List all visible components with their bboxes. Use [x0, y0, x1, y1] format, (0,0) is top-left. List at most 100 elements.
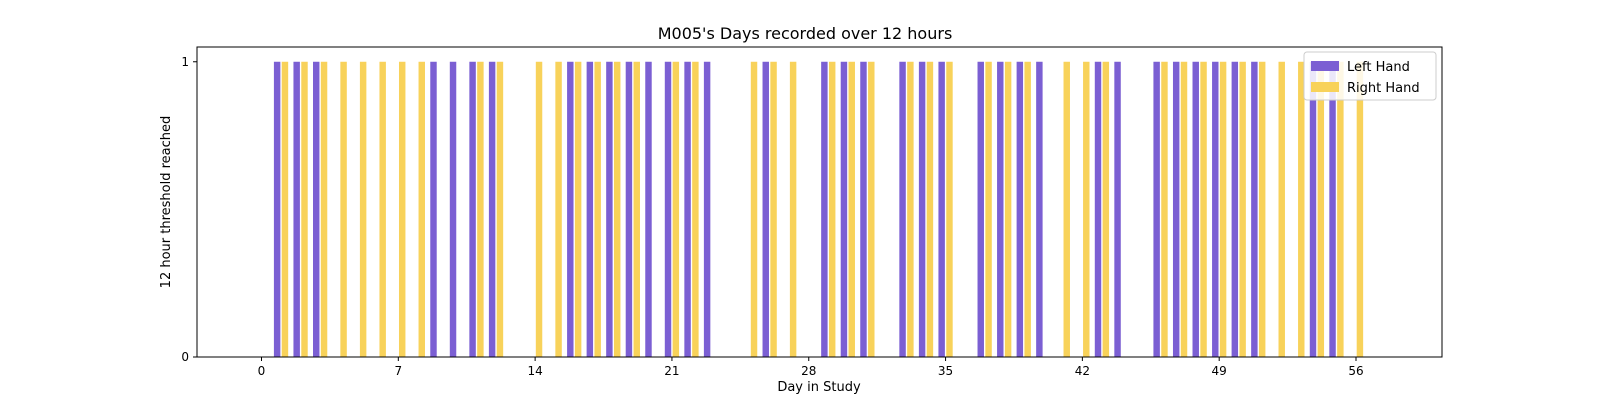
bar-left-hand-day-31 [860, 61, 867, 357]
x-tick-label: 35 [938, 364, 953, 378]
x-tick-label: 42 [1075, 364, 1090, 378]
bar-right-hand-day-31 [868, 61, 875, 357]
bar-right-hand-day-30 [848, 61, 855, 357]
bar-left-hand-day-23 [703, 61, 711, 357]
bar-right-hand-day-50 [1239, 61, 1246, 357]
x-tick-label: 28 [801, 364, 816, 378]
bar-right-hand-day-21 [672, 61, 680, 357]
bar-left-hand-day-29 [821, 61, 828, 357]
bar-right-hand-day-51 [1258, 61, 1266, 357]
x-tick-label: 21 [664, 364, 679, 378]
bar-left-hand-day-39 [1016, 61, 1024, 357]
bar-right-hand-day-35 [946, 61, 953, 357]
bar-right-hand-day-16 [574, 61, 582, 357]
bar-left-hand-day-9 [430, 61, 437, 357]
bar-left-hand-day-48 [1192, 61, 1199, 357]
bar-right-hand-day-43 [1102, 61, 1110, 357]
plot-frame [196, 46, 1443, 358]
bar-left-hand-day-21 [664, 61, 672, 357]
bar-left-hand-day-34 [918, 61, 926, 357]
bar-right-hand-day-52 [1278, 61, 1285, 357]
bar-right-hand-day-7 [398, 61, 406, 357]
bar-right-hand-day-14 [535, 61, 543, 357]
bar-right-hand-day-11 [477, 61, 484, 357]
bar-right-hand-day-34 [926, 61, 934, 357]
bar-right-hand-day-48 [1200, 61, 1207, 357]
bar-right-hand-day-49 [1219, 61, 1227, 357]
legend-label-right-hand: Right Hand [1347, 81, 1420, 96]
y-axis-label: 12 hour threshold reached [159, 116, 174, 289]
bar-right-hand-day-19 [633, 61, 640, 357]
bar-right-hand-day-46 [1161, 61, 1168, 357]
bar-left-hand-day-3 [313, 61, 320, 357]
x-tick-label: 0 [258, 364, 266, 378]
bar-left-hand-day-17 [586, 61, 594, 357]
x-tick-label: 14 [527, 364, 542, 378]
bar-left-hand-day-50 [1231, 61, 1239, 357]
bar-left-hand-day-46 [1153, 61, 1160, 357]
bar-left-hand-day-16 [567, 61, 574, 357]
bar-right-hand-day-37 [985, 61, 992, 357]
bar-left-hand-day-37 [977, 61, 984, 357]
bar-left-hand-day-33 [899, 61, 906, 357]
bar-left-hand-day-40 [1036, 61, 1043, 357]
bar-left-hand-day-51 [1251, 61, 1258, 357]
bar-left-hand-day-19 [625, 61, 633, 357]
bar-left-hand-day-43 [1094, 61, 1102, 357]
bar-left-hand-day-30 [840, 61, 848, 357]
bar-left-hand-day-2 [293, 61, 300, 357]
bar-right-hand-day-53 [1298, 61, 1305, 357]
bar-right-hand-day-47 [1180, 61, 1188, 357]
bar-right-hand-day-2 [301, 61, 308, 357]
bar-right-hand-day-12 [496, 61, 504, 357]
bar-left-hand-day-49 [1212, 61, 1219, 357]
bar-right-hand-day-26 [770, 61, 777, 357]
bar-left-hand-day-55 [1329, 61, 1336, 357]
bar-right-hand-day-15 [555, 61, 562, 357]
bar-right-hand-day-22 [692, 61, 699, 357]
bar-right-hand-day-17 [594, 61, 601, 357]
bar-left-hand-day-10 [449, 61, 457, 357]
bar-right-hand-day-25 [750, 61, 758, 357]
legend: Left Hand Right Hand [1303, 51, 1437, 101]
y-tick-label: 1 [181, 55, 189, 69]
bar-right-hand-day-3 [320, 61, 328, 357]
bar-right-hand-day-54 [1317, 61, 1325, 357]
bar-right-hand-day-6 [379, 61, 386, 357]
chart-title: M005's Days recorded over 12 hours [658, 24, 953, 43]
bars-group [273, 61, 1364, 357]
bar-right-hand-day-5 [359, 61, 367, 357]
bar-left-hand-day-20 [645, 61, 652, 357]
x-tick-label: 49 [1212, 364, 1227, 378]
bar-right-hand-day-41 [1063, 61, 1070, 357]
bar-right-hand-day-55 [1337, 61, 1344, 357]
legend-swatch-left-hand [1311, 61, 1339, 71]
y-axis-ticks: 01 [181, 55, 197, 364]
bar-left-hand-day-47 [1172, 61, 1180, 357]
bar-right-hand-day-29 [828, 61, 836, 357]
bar-left-hand-day-38 [997, 61, 1004, 357]
bar-left-hand-day-12 [488, 61, 496, 357]
bar-left-hand-day-35 [938, 61, 945, 357]
bar-right-hand-day-42 [1083, 61, 1090, 357]
bar-right-hand-day-18 [613, 61, 621, 357]
legend-label-left-hand: Left Hand [1347, 60, 1410, 75]
x-axis-label: Day in Study [777, 380, 861, 395]
bar-left-hand-day-26 [762, 61, 769, 357]
legend-swatch-right-hand [1311, 82, 1339, 92]
bar-right-hand-day-38 [1004, 61, 1012, 357]
bar-left-hand-day-44 [1114, 61, 1121, 357]
y-tick-label: 0 [181, 350, 189, 364]
bar-right-hand-day-56 [1356, 61, 1364, 357]
bar-left-hand-day-54 [1309, 61, 1317, 357]
bar-right-hand-day-39 [1024, 61, 1031, 357]
x-tick-label: 56 [1348, 364, 1363, 378]
bar-left-hand-day-1 [273, 61, 281, 357]
bar-right-hand-day-1 [281, 61, 289, 357]
bar-right-hand-day-27 [789, 61, 797, 357]
x-axis-ticks: 0 7 14 21 28 35 42 49 56 [258, 357, 1364, 378]
bar-left-hand-day-11 [469, 61, 476, 357]
bar-right-hand-day-4 [340, 61, 347, 357]
bar-left-hand-day-22 [684, 61, 691, 357]
